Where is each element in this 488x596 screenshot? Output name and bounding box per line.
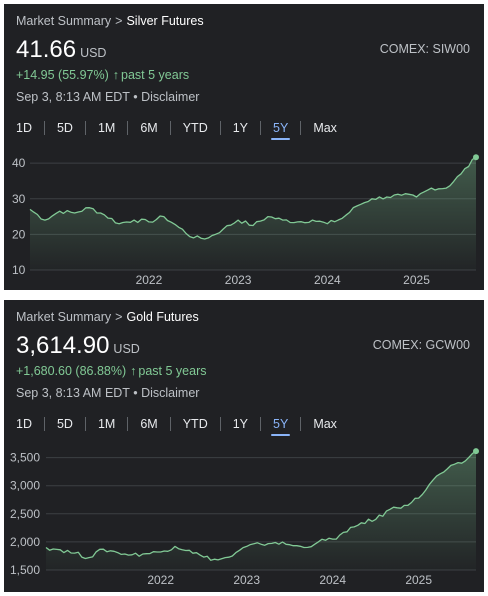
x-tick-label: 2025 (403, 273, 430, 287)
ticker-symbol: COMEX: GCW00 (372, 338, 470, 352)
arrow-up-icon: ↑ (112, 68, 120, 82)
tab-1y[interactable]: 1Y (232, 417, 249, 431)
tab-1d[interactable]: 1D (16, 121, 32, 135)
x-tick-label: 2024 (319, 573, 346, 587)
tab-divider (260, 121, 262, 135)
tab-divider (300, 417, 302, 431)
tab-divider (84, 417, 86, 431)
bullet-separator: • (133, 90, 138, 104)
price-value: 3,614.90 (16, 332, 110, 359)
tab-5d[interactable]: 5D (56, 417, 73, 431)
x-tick-label: 2022 (136, 273, 163, 287)
breadcrumb-root-link[interactable]: Market Summary (16, 14, 112, 28)
tab-divider (43, 121, 45, 135)
x-tick-label: 2025 (405, 573, 432, 587)
price-area (46, 451, 476, 570)
price-display: 41.66 USD (16, 36, 106, 64)
tab-6m[interactable]: 6M (140, 121, 158, 135)
breadcrumb-separator: > (115, 14, 123, 28)
tab-divider (260, 417, 262, 431)
tab-ytd[interactable]: YTD (182, 417, 208, 431)
price-unit: USD (113, 342, 140, 356)
breadcrumb-separator: > (115, 310, 123, 324)
tab-1d[interactable]: 1D (16, 417, 32, 431)
tab-divider (300, 121, 302, 135)
tab-6m[interactable]: 6M (140, 417, 158, 431)
price-value: 41.66 (16, 36, 77, 63)
range-tabs: 1D 5D 1M 6M YTD 1Y 5Y Max (10, 116, 343, 140)
last-price-marker (473, 154, 479, 161)
y-tick-label: 20 (12, 227, 26, 241)
x-tick-label: 2022 (147, 573, 174, 587)
price-unit: USD (80, 46, 107, 60)
tab-max[interactable]: Max (313, 121, 337, 135)
disclaimer-link[interactable]: Disclaimer (141, 386, 200, 400)
y-tick-label: 1,500 (10, 563, 40, 577)
change-value: +14.95 (55.97%) (16, 68, 109, 82)
tab-5d[interactable]: 5D (56, 121, 73, 135)
timestamp-row: Sep 3, 8:13 AM EDT • Disclaimer (16, 90, 199, 104)
price-area (30, 157, 476, 270)
breadcrumb-current: Gold Futures (126, 310, 199, 324)
y-tick-label: 3,000 (10, 479, 40, 493)
gold-panel: Market Summary > Gold Futures 3,614.90 USD … (4, 300, 484, 592)
change-value: +1,680.60 (86.88%) (16, 364, 127, 378)
change-period: past 5 years (121, 68, 190, 82)
gold-price-chart[interactable]: 1,500 2,000 2,500 3,000 3,500 2022 2023 2024 202… (4, 438, 484, 590)
tab-ytd[interactable]: YTD (182, 121, 208, 135)
tab-divider (169, 417, 171, 431)
breadcrumb: Market Summary > Gold Futures (16, 310, 199, 324)
range-tabs: 1D 5D 1M 6M YTD 1Y 5Y Max (10, 412, 343, 436)
x-tick-label: 2023 (225, 273, 252, 287)
tab-1m[interactable]: 1M (97, 121, 116, 135)
price-change: +1,680.60 (86.88%) ↑ past 5 years (16, 364, 207, 378)
y-tick-label: 40 (12, 156, 26, 170)
x-tick-label: 2023 (233, 573, 260, 587)
timestamp: Sep 3, 8:13 AM EDT (16, 90, 130, 104)
price-display: 3,614.90 USD (16, 332, 140, 360)
tab-divider (169, 121, 171, 135)
tab-divider (84, 121, 86, 135)
disclaimer-link[interactable]: Disclaimer (141, 90, 200, 104)
timestamp-row: Sep 3, 8:13 AM EDT • Disclaimer (16, 386, 199, 400)
price-line (29, 156, 477, 240)
silver-panel: Market Summary > Silver Futures 41.66 USD C… (4, 4, 484, 290)
arrow-up-icon: ↑ (130, 364, 137, 378)
tab-1y[interactable]: 1Y (232, 121, 249, 135)
y-tick-label: 2,000 (10, 535, 40, 549)
y-tick-label: 3,500 (10, 451, 40, 465)
change-period: past 5 years (138, 364, 207, 378)
tab-divider (43, 417, 45, 431)
timestamp: Sep 3, 8:13 AM EDT (16, 386, 130, 400)
x-tick-label: 2024 (314, 273, 341, 287)
tab-divider (127, 417, 129, 431)
tab-divider (127, 121, 129, 135)
tab-divider (219, 121, 221, 135)
y-tick-label: 10 (12, 263, 26, 277)
ticker-symbol: COMEX: SIW00 (379, 42, 470, 56)
last-price-marker (473, 448, 479, 455)
silver-price-chart[interactable]: 10 20 30 40 2022 2023 2024 2025 (4, 142, 484, 290)
tab-5y[interactable]: 5Y (267, 415, 294, 436)
price-line (45, 450, 477, 561)
bullet-separator: • (133, 386, 138, 400)
y-tick-label: 30 (12, 192, 26, 206)
breadcrumb-current: Silver Futures (126, 14, 204, 28)
tab-max[interactable]: Max (313, 417, 337, 431)
breadcrumb: Market Summary > Silver Futures (16, 14, 204, 28)
tab-divider (219, 417, 221, 431)
y-tick-label: 2,500 (10, 507, 40, 521)
tab-5y[interactable]: 5Y (267, 119, 294, 140)
breadcrumb-root-link[interactable]: Market Summary (16, 310, 112, 324)
price-change: +14.95 (55.97%) ↑ past 5 years (16, 68, 189, 82)
tab-1m[interactable]: 1M (97, 417, 116, 431)
